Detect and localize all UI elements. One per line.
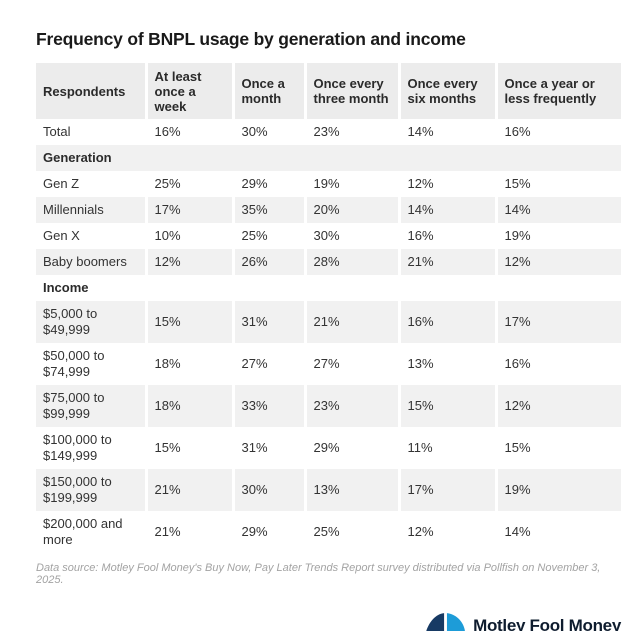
row-label: $5,000 to $49,999 xyxy=(36,301,146,343)
value-cell: 15% xyxy=(494,427,621,469)
value-cell: 27% xyxy=(303,343,399,385)
column-header-once-every-six-months: Once every six months xyxy=(397,63,496,119)
row-label: $50,000 to $74,999 xyxy=(43,348,105,379)
column-header-once-a-year: Once a year or less frequently xyxy=(494,63,621,119)
row-label: $200,000 and more xyxy=(43,516,123,547)
jester-hat-icon xyxy=(426,613,465,631)
table-header: Respondents At least once a week Once a … xyxy=(36,63,621,119)
row-label: $100,000 to $149,999 xyxy=(43,432,112,463)
table-row: Gen X 10% 25% 30% 16% 19% xyxy=(36,223,621,249)
value-cell: 19% xyxy=(303,171,399,197)
section-row: Generation xyxy=(36,145,621,171)
value-cell: 21% xyxy=(397,249,496,275)
header-row: Respondents At least once a week Once a … xyxy=(36,63,621,119)
value-cell: 16% xyxy=(397,301,496,343)
value-cell: 14% xyxy=(397,197,496,223)
value-cell: 16% xyxy=(397,223,496,249)
value-cell: 18% xyxy=(144,343,233,385)
value-cell: 16% xyxy=(494,119,621,145)
value-cell: 19% xyxy=(494,469,621,511)
value-cell: 20% xyxy=(303,197,399,223)
value-cell: 25% xyxy=(303,511,399,553)
value-cell: 30% xyxy=(303,223,399,249)
table-row: $50,000 to $74,999 18% 27% 27% 13% 16% xyxy=(36,343,621,385)
value-cell: 23% xyxy=(303,119,399,145)
value-cell: 15% xyxy=(144,427,233,469)
value-cell: 31% xyxy=(231,427,305,469)
value-cell: 27% xyxy=(231,343,305,385)
brand-logo: Motley Fool Money xyxy=(36,609,621,631)
value-cell: 12% xyxy=(144,249,233,275)
row-label: Millennials xyxy=(36,197,146,223)
value-cell: 14% xyxy=(494,511,621,553)
value-cell: 19% xyxy=(494,223,621,249)
value-cell: 17% xyxy=(144,197,233,223)
value-cell: 21% xyxy=(144,511,233,553)
value-cell: 29% xyxy=(231,511,305,553)
value-cell: 17% xyxy=(397,469,496,511)
table-row: $5,000 to $49,999 15% 31% 21% 16% 17% xyxy=(36,301,621,343)
value-cell: 23% xyxy=(303,385,399,427)
value-cell: 25% xyxy=(231,223,305,249)
table-row: Baby boomers 12% 26% 28% 21% 12% xyxy=(36,249,621,275)
table-row: Total 16% 30% 23% 14% 16% xyxy=(36,119,621,145)
value-cell: 21% xyxy=(144,469,233,511)
value-cell: 12% xyxy=(397,171,496,197)
column-header-once-every-three-month: Once every three month xyxy=(303,63,399,119)
table-row: $75,000 to $99,999 18% 33% 23% 15% 12% xyxy=(36,385,621,427)
table-row: Gen Z 25% 29% 19% 12% 15% xyxy=(36,171,621,197)
table-row: $150,000 to $199,999 21% 30% 13% 17% 19% xyxy=(36,469,621,511)
value-cell: 15% xyxy=(144,301,233,343)
value-cell: 14% xyxy=(494,197,621,223)
frequency-table: Respondents At least once a week Once a … xyxy=(36,63,621,553)
value-cell: 30% xyxy=(231,469,305,511)
value-cell: 18% xyxy=(144,385,233,427)
value-cell: 15% xyxy=(397,385,496,427)
value-cell: 21% xyxy=(303,301,399,343)
value-cell: 30% xyxy=(231,119,305,145)
row-label: Gen Z xyxy=(43,176,80,191)
section-label: Income xyxy=(43,280,89,295)
row-label: Baby boomers xyxy=(36,249,146,275)
value-cell: 15% xyxy=(494,171,621,197)
value-cell: 33% xyxy=(231,385,305,427)
row-label: Gen X xyxy=(43,228,80,243)
value-cell: 12% xyxy=(494,249,621,275)
value-cell: 29% xyxy=(231,171,305,197)
value-cell: 35% xyxy=(231,197,305,223)
table-row: Millennials 17% 35% 20% 14% 14% xyxy=(36,197,621,223)
section-row: Income xyxy=(36,275,621,301)
value-cell: 14% xyxy=(397,119,496,145)
value-cell: 17% xyxy=(494,301,621,343)
value-cell: 16% xyxy=(144,119,233,145)
table-row: $200,000 and more 21% 29% 25% 12% 14% xyxy=(36,511,621,553)
table-body: Total 16% 30% 23% 14% 16% Generation Gen Z 25% 29… xyxy=(36,119,621,553)
value-cell: 26% xyxy=(231,249,305,275)
value-cell: 10% xyxy=(144,223,233,249)
value-cell: 29% xyxy=(303,427,399,469)
row-label: $150,000 to $199,999 xyxy=(36,469,146,511)
column-header-once-a-week: At least once a week xyxy=(144,63,233,119)
value-cell: 16% xyxy=(494,343,621,385)
column-header-once-a-month: Once a month xyxy=(231,63,305,119)
value-cell: 11% xyxy=(397,427,496,469)
value-cell: 13% xyxy=(397,343,496,385)
value-cell: 31% xyxy=(231,301,305,343)
row-label: Total xyxy=(43,124,71,139)
value-cell: 25% xyxy=(144,171,233,197)
value-cell: 13% xyxy=(303,469,399,511)
row-label: $75,000 to $99,999 xyxy=(36,385,146,427)
data-source-note: Data source: Motley Fool Money's Buy Now… xyxy=(36,562,601,586)
value-cell: 12% xyxy=(494,385,621,427)
column-header-respondents: Respondents xyxy=(36,63,146,119)
value-cell: 12% xyxy=(397,511,496,553)
section-label: Generation xyxy=(36,145,621,171)
value-cell: 28% xyxy=(303,249,399,275)
brand-logo-text: Motley Fool Money xyxy=(473,615,621,631)
page-title: Frequency of BNPL usage by generation an… xyxy=(36,29,466,49)
table-row: $100,000 to $149,999 15% 31% 29% 11% 15% xyxy=(36,427,621,469)
